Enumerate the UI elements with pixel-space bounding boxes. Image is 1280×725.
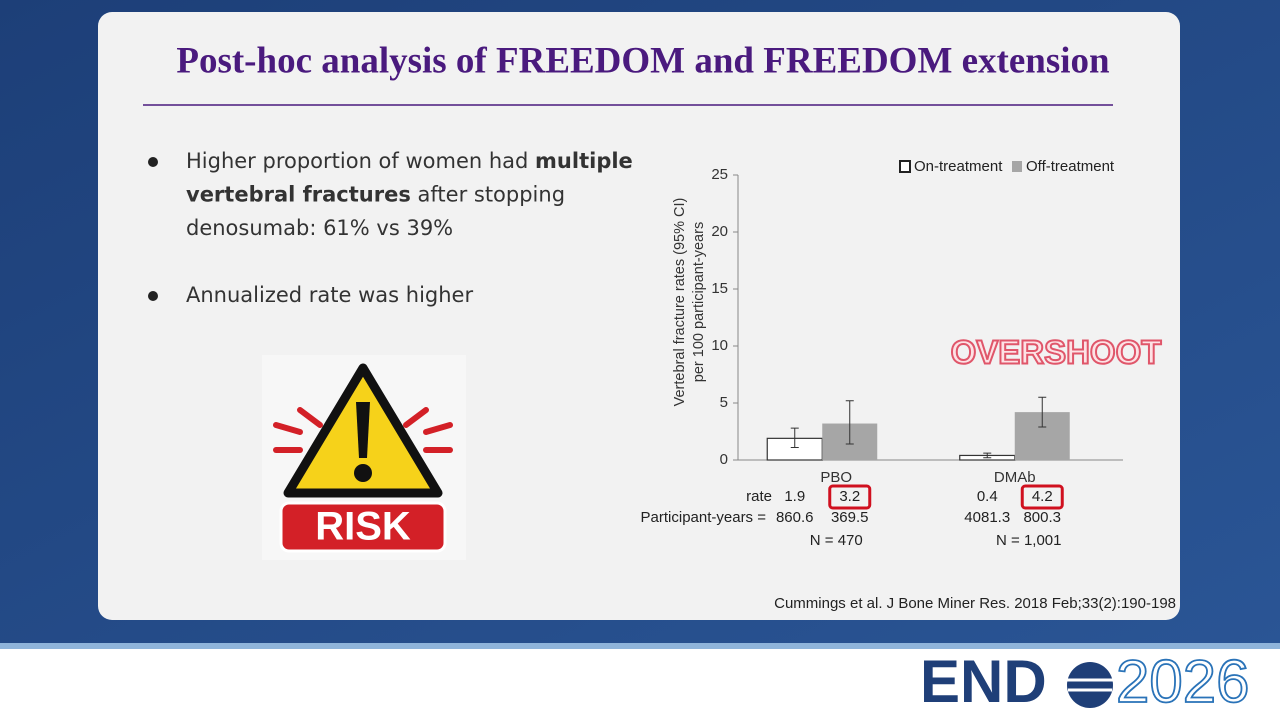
bullet-dot: [148, 157, 158, 167]
error-bar: [1038, 396, 1047, 428]
risk-box: [279, 501, 447, 553]
annotation: OVERSHOOT: [951, 334, 1162, 371]
legend-swatch: [1012, 161, 1022, 172]
highlight-box: [1020, 484, 1064, 510]
risk-sign: RISK: [262, 355, 466, 560]
band: [0, 643, 1280, 649]
y-tick-label: 20: [711, 223, 728, 240]
bullets: Higher proportion of women had multiple v…: [148, 149, 633, 307]
text-run: after stopping: [411, 183, 565, 207]
participant-years: 369.5: [831, 509, 869, 526]
bullet-line: Higher proportion of women had multiple: [186, 149, 633, 173]
bullet-line: vertebral fractures after stopping: [186, 183, 565, 207]
participant-years: 800.3: [1023, 509, 1061, 526]
bullet-line: Annualized rate was higher: [186, 283, 473, 307]
n-label: N = 470: [810, 532, 863, 549]
title: Post-hoc analysis of FREEDOM and FREEDOM…: [176, 40, 1110, 81]
n-label: N = 1,001: [996, 532, 1061, 549]
text-run: multiple: [535, 149, 633, 173]
risk-text: RISK: [315, 505, 411, 549]
row-label: Participant-years =: [641, 509, 767, 526]
y-axis-label: Vertebral fracture rates (95% CI): [672, 198, 688, 407]
y-axis-label: per 100 participant-years: [691, 222, 707, 382]
x-tick-label: DMAb: [994, 469, 1036, 486]
card: [98, 12, 1180, 620]
rate-value: 0.4: [977, 488, 998, 505]
legend-swatch: [899, 160, 911, 173]
text-run: denosumab: 61% vs 39%: [186, 216, 453, 240]
y-tick-label: 15: [711, 280, 728, 297]
bullet-dot: [148, 291, 158, 301]
highlight-box: [828, 484, 872, 510]
exclaim: [356, 402, 370, 458]
footer: [0, 649, 1280, 720]
rays: [273, 407, 453, 453]
error-bar: [845, 400, 854, 445]
text-run: Higher proportion of women had: [186, 149, 535, 173]
legend-label: Off-treatment: [1026, 158, 1115, 175]
legend-label: On-treatment: [914, 158, 1003, 175]
participant-years: 4081.3: [964, 509, 1010, 526]
text-run: vertebral fractures: [186, 183, 411, 207]
y-tick-label: 0: [720, 451, 728, 468]
logo-globe: [1067, 662, 1113, 708]
row-label: rate: [746, 488, 772, 505]
rate-value: 1.9: [784, 488, 805, 505]
text-run: Annualized rate was higher: [186, 283, 473, 307]
rate-value: 3.2: [839, 488, 860, 505]
error-bar: [790, 427, 799, 448]
logo-globe-lines: [1067, 678, 1113, 692]
citation: Cummings et al. J Bone Miner Res. 2018 F…: [774, 595, 1176, 612]
y-tick-label: 10: [711, 337, 728, 354]
logo: END 2026: [920, 647, 1250, 716]
y-tick-label: 25: [711, 166, 728, 183]
participant-years: 860.6: [776, 509, 814, 526]
x-tick-label: PBO: [820, 469, 852, 486]
logo-left: END: [920, 648, 1047, 715]
error-bar: [983, 452, 992, 459]
bullet-line: denosumab: 61% vs 39%: [186, 216, 453, 240]
chart: 0 5 10 15 20 25 Vertebral fracture rates (95% …: [641, 158, 1163, 549]
logo-right: 2026: [1116, 648, 1249, 715]
exclaim-dot: [354, 464, 372, 482]
y-tick-label: 5: [720, 394, 728, 411]
rate-value: 4.2: [1032, 488, 1053, 505]
